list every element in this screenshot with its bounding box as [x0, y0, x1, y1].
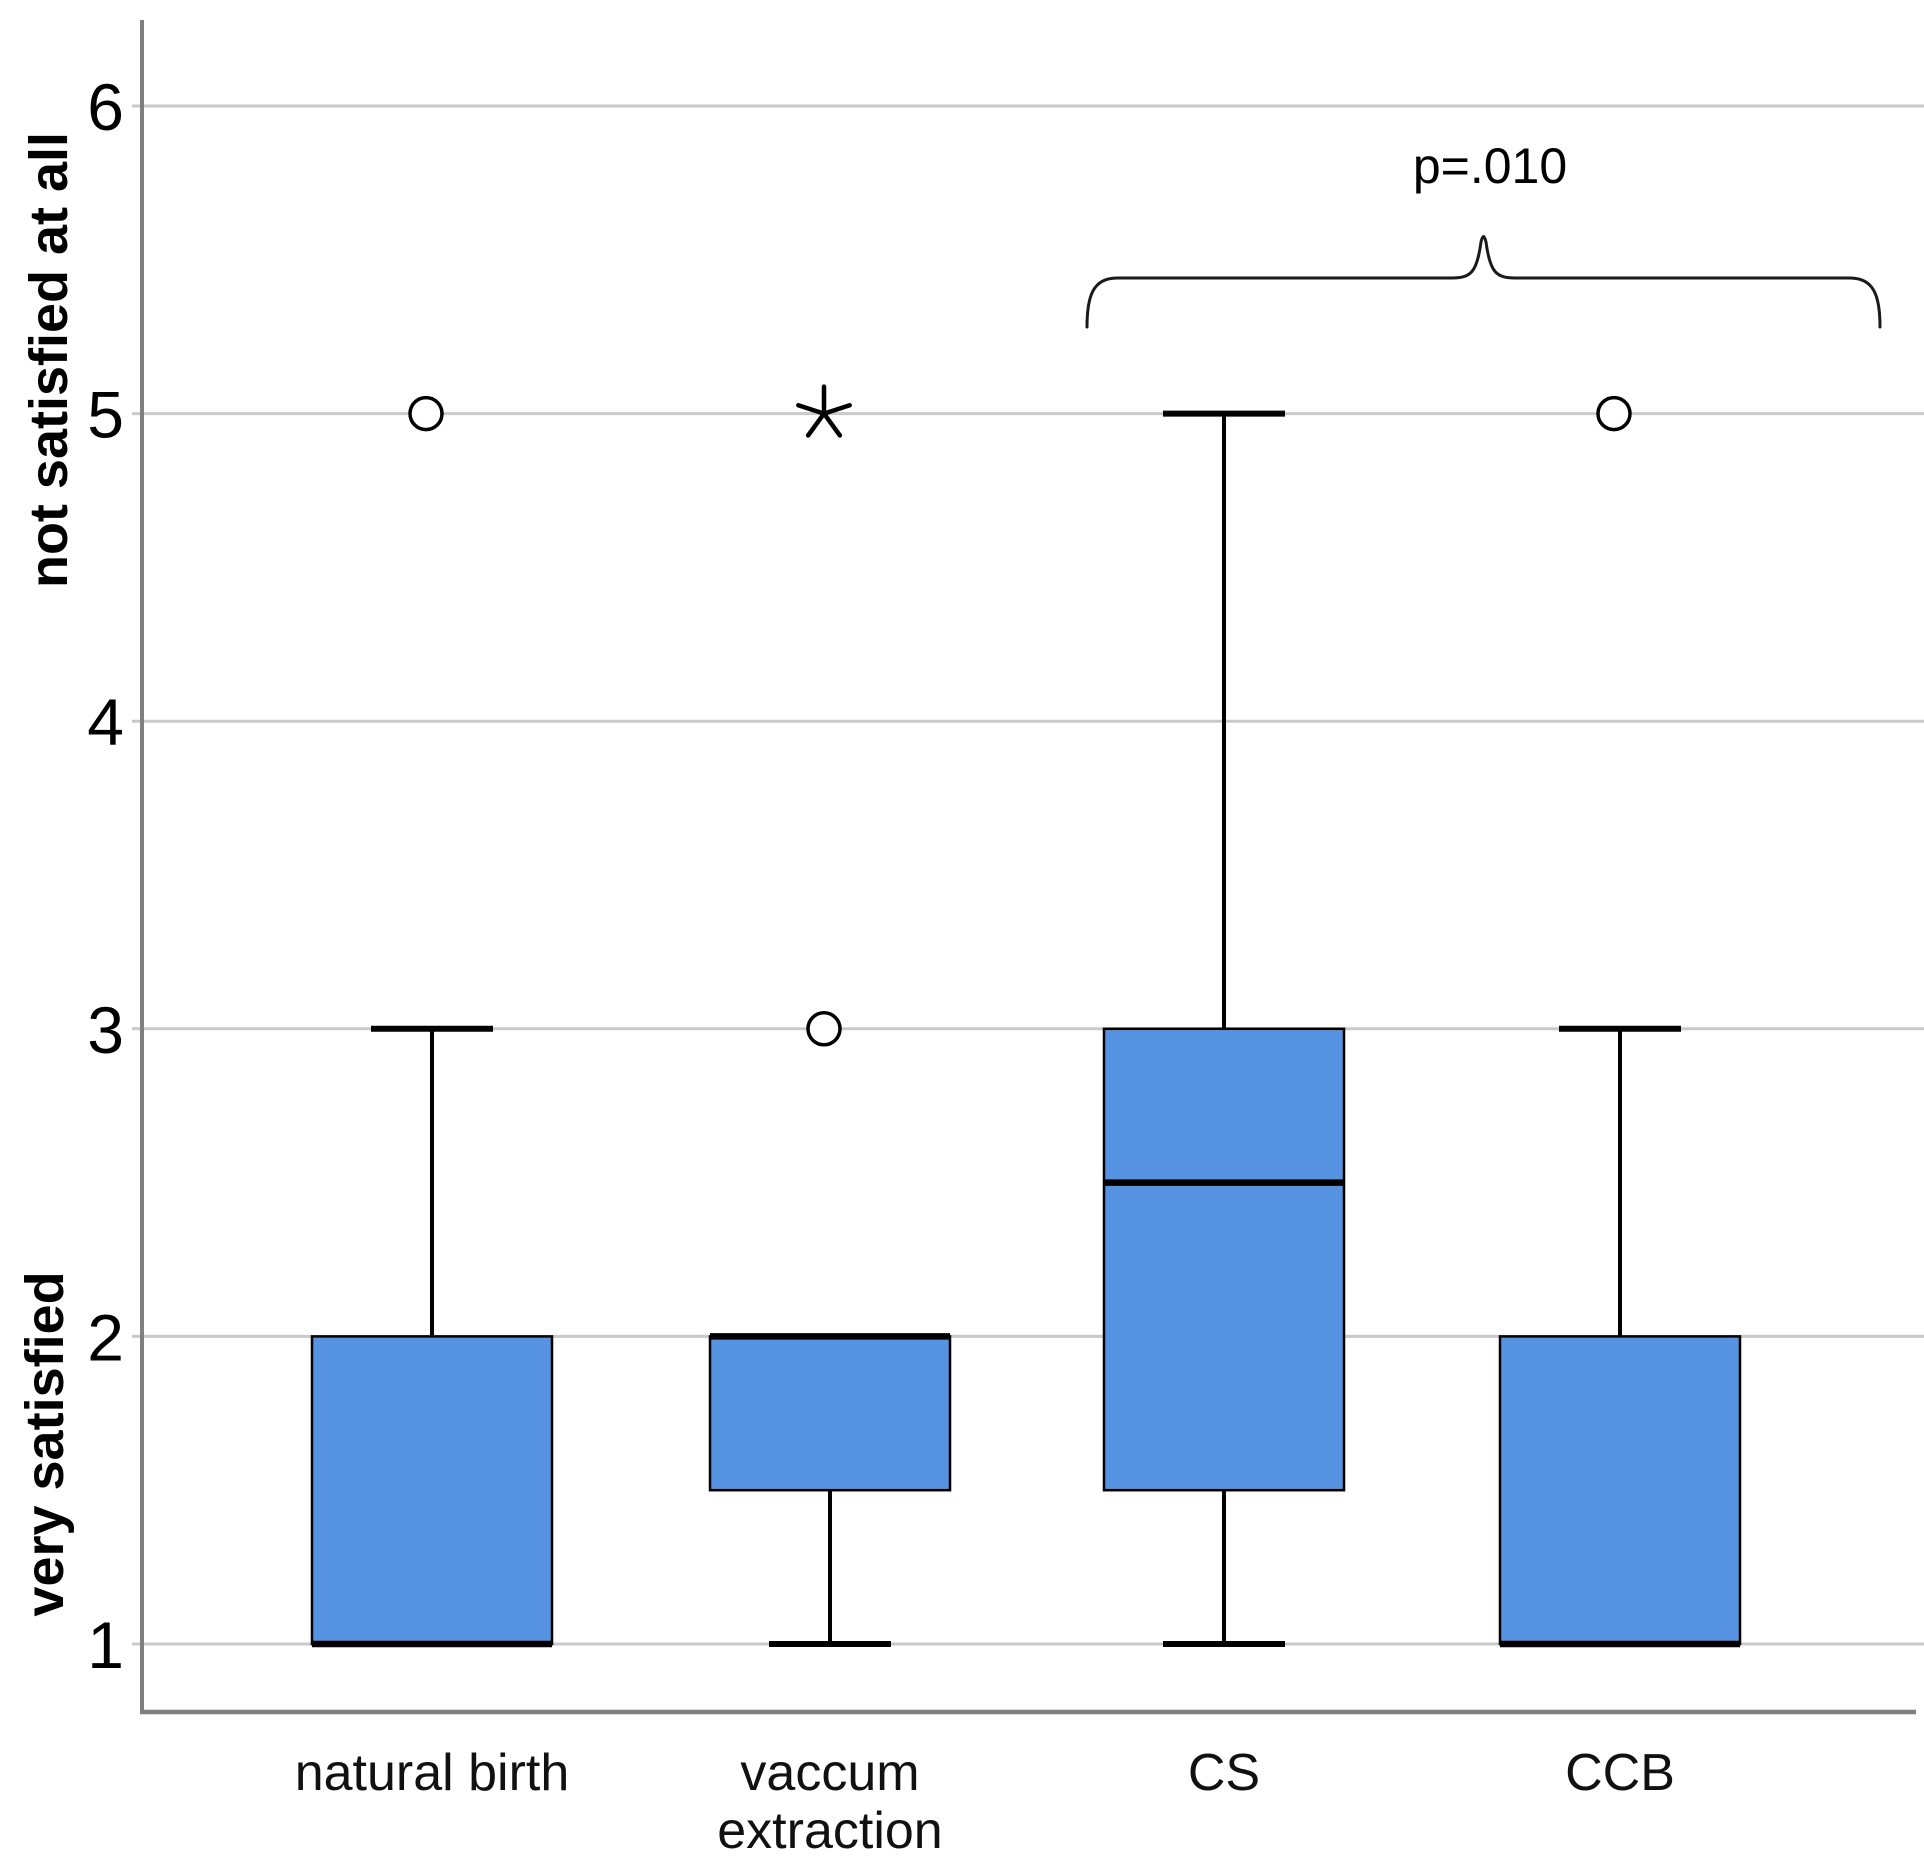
y-tick-label: 2: [87, 1300, 124, 1374]
x-category-label: extraction: [717, 1802, 942, 1856]
outlier-circle: [1596, 395, 1632, 432]
asterisk-spoke: [821, 411, 843, 438]
box-group-4: [1498, 395, 1742, 1648]
asterisk-spoke: [805, 411, 827, 438]
box-group-1: [310, 395, 554, 1648]
y-tick-label: 1: [87, 1608, 124, 1682]
x-category-label: vaccum: [740, 1744, 919, 1802]
iqr-box: [708, 1335, 952, 1492]
x-category-label: CCB: [1565, 1744, 1675, 1802]
outlier-circle: [408, 395, 444, 432]
gridlines-layer: 1 2 3 4 5 6: [87, 70, 1924, 1682]
outlier-circle: [806, 1011, 842, 1047]
x-category-label: natural birth: [295, 1744, 570, 1802]
asterisk-spoke: [821, 403, 852, 416]
extreme-asterisk: [796, 384, 852, 438]
p-value-label: p=.010: [1413, 138, 1567, 194]
y-tick-label: 6: [87, 70, 124, 144]
iqr-box: [310, 1335, 554, 1646]
y-tick-label: 4: [87, 685, 124, 759]
iqr-box: [1498, 1335, 1742, 1646]
box-group-3: [1102, 410, 1346, 1647]
x-category-label: CS: [1188, 1744, 1260, 1802]
asterisk-spoke: [796, 403, 827, 416]
y-axis-label-bottom: very satisfied: [15, 1271, 75, 1616]
iqr-box: [1102, 1027, 1346, 1492]
y-tick-label: 3: [87, 993, 124, 1067]
box-group-2: [708, 384, 952, 1647]
y-axis-label-top: not satisfied at all: [19, 132, 79, 588]
significance-bracket: [1085, 235, 1882, 329]
y-tick-label: 5: [87, 378, 124, 452]
boxes-layer: [310, 384, 1742, 1648]
